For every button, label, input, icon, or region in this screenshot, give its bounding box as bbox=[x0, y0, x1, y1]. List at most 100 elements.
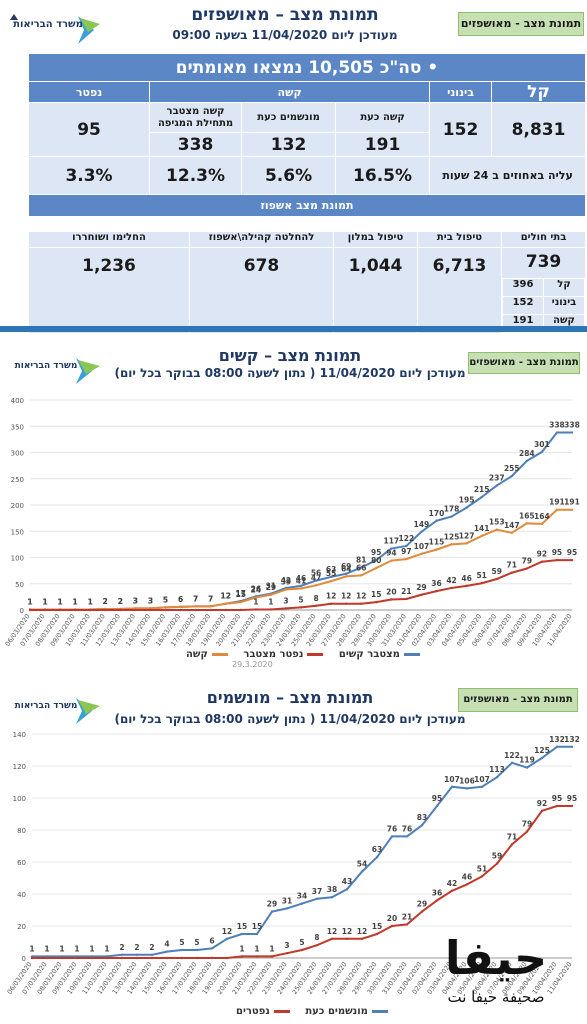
header-severe: קשה bbox=[149, 81, 431, 103]
data-label: 6 bbox=[178, 595, 183, 604]
data-label: 46 bbox=[296, 574, 306, 583]
data-point bbox=[375, 566, 378, 570]
legend-label: נפטר מצטבר bbox=[243, 649, 304, 660]
data-point bbox=[43, 608, 47, 612]
data-label: 125 bbox=[444, 532, 460, 541]
data-point bbox=[375, 856, 379, 859]
data-point bbox=[225, 956, 229, 960]
data-label: 7 bbox=[193, 594, 198, 603]
data-label: 36 bbox=[431, 579, 441, 588]
data-point bbox=[300, 948, 304, 952]
pending-value: 678 bbox=[189, 247, 334, 334]
data-point bbox=[284, 588, 288, 591]
data-point bbox=[465, 584, 468, 588]
data-point bbox=[209, 608, 212, 612]
data-point bbox=[420, 530, 423, 533]
data-label: 64 bbox=[341, 564, 351, 573]
data-point bbox=[525, 459, 529, 463]
data-label: 69 bbox=[341, 562, 351, 571]
data-point bbox=[510, 761, 514, 764]
data-point bbox=[194, 605, 197, 608]
data-label: 15 bbox=[237, 922, 247, 931]
chart-legend: מונשמים כעת נפטרים bbox=[230, 1005, 394, 1017]
data-point bbox=[480, 875, 484, 878]
data-label: 54 bbox=[357, 860, 367, 869]
hosp-header-hospitals: בתי חולים bbox=[501, 231, 586, 248]
severe-cumulative-label: קשה מצטבר מתחילת המגיפה bbox=[149, 102, 243, 133]
data-point bbox=[120, 956, 124, 960]
data-label: 2 bbox=[118, 597, 123, 606]
data-label: 39 bbox=[281, 578, 291, 587]
data-point bbox=[330, 937, 334, 940]
data-point bbox=[255, 932, 259, 936]
data-label: 2 bbox=[103, 597, 108, 606]
y-tick-label: 50 bbox=[15, 581, 24, 589]
data-label: 215 bbox=[474, 485, 490, 494]
data-label: 1 bbox=[73, 597, 78, 606]
data-label: 29 bbox=[266, 583, 276, 592]
logo-text: משרד הבריאות bbox=[15, 361, 78, 371]
data-point bbox=[360, 566, 363, 569]
data-label: 17 bbox=[236, 589, 246, 598]
data-point bbox=[240, 932, 244, 936]
data-point bbox=[555, 804, 559, 808]
data-point bbox=[405, 557, 408, 561]
page-title: תמונת מצב – מאושפזים bbox=[191, 5, 379, 25]
data-point bbox=[314, 579, 318, 582]
data-point bbox=[270, 955, 274, 958]
data-label: 36 bbox=[432, 888, 442, 897]
hospitals-breakdown: קל 396 בינוני 152 קשה 191 bbox=[502, 278, 585, 333]
ministry-logo: משרד הבריאות bbox=[15, 358, 100, 384]
data-point bbox=[435, 804, 439, 808]
y-tick-label: 250 bbox=[11, 476, 24, 484]
chart-title: תמונת מצב – מונשמים bbox=[206, 688, 374, 707]
legend-item: נפטר מצטבר bbox=[243, 649, 324, 660]
data-point bbox=[375, 558, 378, 562]
y-tick-label: 100 bbox=[13, 795, 26, 803]
value-light: 8,831 bbox=[491, 102, 587, 157]
data-label: 66 bbox=[356, 563, 366, 572]
data-label: 117 bbox=[384, 537, 400, 546]
data-label: 5 bbox=[298, 595, 303, 604]
data-label: 63 bbox=[372, 845, 382, 854]
data-point bbox=[525, 830, 529, 833]
data-point bbox=[165, 950, 169, 953]
data-label: 80 bbox=[371, 556, 381, 565]
data-point bbox=[390, 559, 393, 562]
data-point bbox=[150, 953, 154, 956]
data-point bbox=[299, 584, 303, 588]
data-point bbox=[165, 956, 169, 960]
data-label: 3 bbox=[148, 596, 153, 605]
data-label: 20 bbox=[387, 914, 397, 923]
logo-text: משרד הבריאות bbox=[15, 701, 78, 711]
data-label: 42 bbox=[281, 576, 291, 585]
data-label: 1 bbox=[59, 944, 64, 953]
data-label: 34 bbox=[297, 892, 307, 901]
home-value: 6,713 bbox=[417, 247, 502, 334]
data-label: 113 bbox=[489, 765, 505, 774]
data-point bbox=[285, 907, 289, 910]
legend-label: נפטרים bbox=[236, 1006, 270, 1017]
ministry-logo: משרד הבריאות bbox=[10, 14, 100, 44]
data-label: 284 bbox=[519, 449, 535, 458]
data-point bbox=[375, 932, 379, 936]
data-point bbox=[73, 608, 77, 612]
data-point bbox=[225, 937, 229, 940]
ventilated-line-chart: 02040608010012014006/03/202007/03/202008… bbox=[6, 731, 580, 996]
data-label: 51 bbox=[476, 571, 486, 580]
data-point bbox=[555, 508, 559, 511]
data-label: 1 bbox=[58, 597, 63, 606]
data-label: 95 bbox=[371, 548, 381, 557]
data-point bbox=[239, 608, 242, 612]
data-point bbox=[180, 956, 184, 960]
data-point bbox=[180, 948, 184, 952]
data-point bbox=[570, 431, 574, 434]
rise-label: עליה באחוזים ב 24 שעות bbox=[429, 156, 587, 195]
watermark-title: حيفا bbox=[444, 931, 548, 985]
data-point bbox=[465, 542, 468, 545]
data-point bbox=[570, 558, 574, 562]
hosp-header-home: טיפול בית bbox=[417, 231, 502, 248]
data-point bbox=[315, 897, 319, 900]
data-point bbox=[420, 824, 424, 827]
data-label: 3 bbox=[133, 596, 138, 605]
